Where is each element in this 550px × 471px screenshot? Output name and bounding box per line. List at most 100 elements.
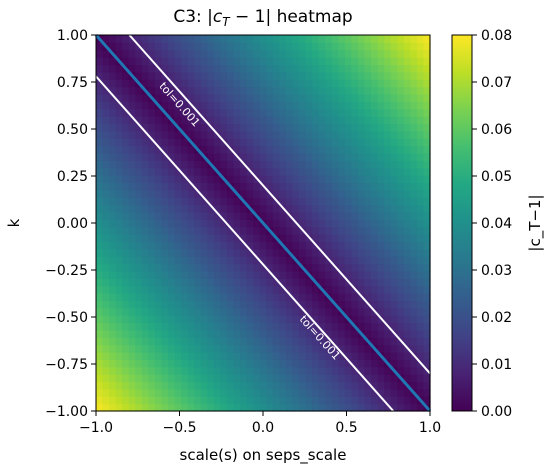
heatmap-cell [403, 189, 411, 198]
heatmap-cell [312, 189, 320, 198]
heatmap-cell [331, 211, 339, 220]
heatmap-cell [141, 160, 149, 169]
heatmap-cell [233, 49, 241, 58]
heatmap-cell [115, 344, 123, 353]
heatmap-cell [331, 270, 339, 279]
heatmap-cell [109, 381, 117, 390]
y-tick-label: −0.75 [45, 357, 88, 373]
heatmap-cell [403, 130, 411, 139]
heatmap-cell [259, 49, 267, 58]
heatmap-cell [207, 234, 215, 243]
heatmap-cell [312, 86, 320, 95]
heatmap-cell [135, 35, 143, 43]
heatmap-cell [154, 182, 163, 191]
heatmap-cell [240, 352, 248, 360]
heatmap-cell [200, 42, 208, 51]
heatmap-cell [174, 270, 182, 279]
heatmap-cell [344, 123, 353, 132]
heatmap-cell [141, 374, 149, 383]
heatmap-cell [410, 248, 418, 257]
heatmap-cell [377, 152, 385, 161]
heatmap-cell [240, 49, 248, 58]
heatmap-cell [357, 270, 366, 279]
heatmap-cell [272, 138, 280, 147]
heatmap-cell [403, 248, 411, 257]
heatmap-cell [226, 322, 235, 331]
heatmap-cell [102, 138, 110, 147]
heatmap-cell [357, 403, 366, 412]
heatmap-cell [299, 211, 307, 220]
heatmap-cell [397, 71, 405, 80]
heatmap-cell [403, 352, 411, 360]
heatmap-cell [410, 381, 418, 390]
heatmap-cell [161, 344, 169, 353]
heatmap-cell [154, 42, 163, 51]
heatmap-cell [397, 329, 405, 338]
heatmap-cell [233, 263, 241, 272]
heatmap-cell [344, 293, 353, 302]
heatmap-cell [240, 182, 248, 191]
heatmap-cell [240, 108, 248, 117]
heatmap-cell [292, 352, 300, 360]
heatmap-cell [403, 71, 411, 80]
heatmap-cell [279, 374, 287, 383]
heatmap-cell [364, 57, 372, 66]
heatmap-cell [168, 278, 176, 287]
heatmap-cell [351, 248, 359, 257]
heatmap-cell [109, 337, 117, 346]
heatmap-cell [207, 138, 215, 147]
heatmap-cell [410, 344, 418, 353]
heatmap-cell [364, 138, 372, 147]
heatmap-cell [220, 35, 228, 43]
heatmap-cell [128, 329, 136, 338]
heatmap-cell [423, 234, 431, 243]
heatmap-cell [240, 152, 248, 161]
heatmap-cell [115, 130, 123, 139]
heatmap-cell [266, 293, 274, 302]
heatmap-cell [187, 396, 195, 405]
heatmap-cell [226, 138, 235, 147]
heatmap-cell [279, 167, 287, 176]
heatmap-cell [279, 49, 287, 58]
heatmap-cell [312, 403, 320, 412]
heatmap-cell [246, 189, 254, 198]
heatmap-cell [161, 307, 169, 316]
heatmap-cell [351, 263, 359, 272]
heatmap-cell [187, 197, 195, 206]
heatmap-cell [266, 211, 274, 220]
heatmap-cell [220, 57, 228, 66]
heatmap-cell [154, 256, 163, 265]
heatmap-cell [285, 241, 294, 250]
heatmap-cell [325, 278, 333, 287]
heatmap-cell [338, 256, 346, 265]
heatmap-cell [253, 101, 261, 110]
heatmap-cell [390, 182, 398, 191]
heatmap-cell [109, 241, 117, 250]
heatmap-cell [213, 160, 222, 169]
heatmap-cell [279, 337, 287, 346]
heatmap-cell [331, 315, 339, 324]
heatmap-cell [357, 256, 366, 265]
heatmap-cell [213, 307, 222, 316]
heatmap-cell [200, 64, 208, 73]
heatmap-cell [102, 226, 110, 235]
heatmap-cell [174, 138, 182, 147]
heatmap-cell [371, 108, 379, 117]
heatmap-cell [279, 344, 287, 353]
heatmap-cell [207, 130, 215, 139]
heatmap-cell [141, 388, 149, 397]
heatmap-cell [305, 359, 313, 368]
heatmap-cell [331, 138, 339, 147]
heatmap-cell [292, 278, 300, 287]
heatmap-cell [292, 329, 300, 338]
heatmap-cell [174, 241, 182, 250]
heatmap-cell [416, 344, 425, 353]
heatmap-cell [344, 285, 353, 294]
heatmap-cell [102, 197, 110, 206]
heatmap-cell [233, 79, 241, 88]
heatmap-cell [246, 388, 254, 397]
heatmap-cell [325, 241, 333, 250]
heatmap-cell [128, 278, 136, 287]
heatmap-cell [200, 175, 208, 184]
heatmap-cell [246, 366, 254, 375]
